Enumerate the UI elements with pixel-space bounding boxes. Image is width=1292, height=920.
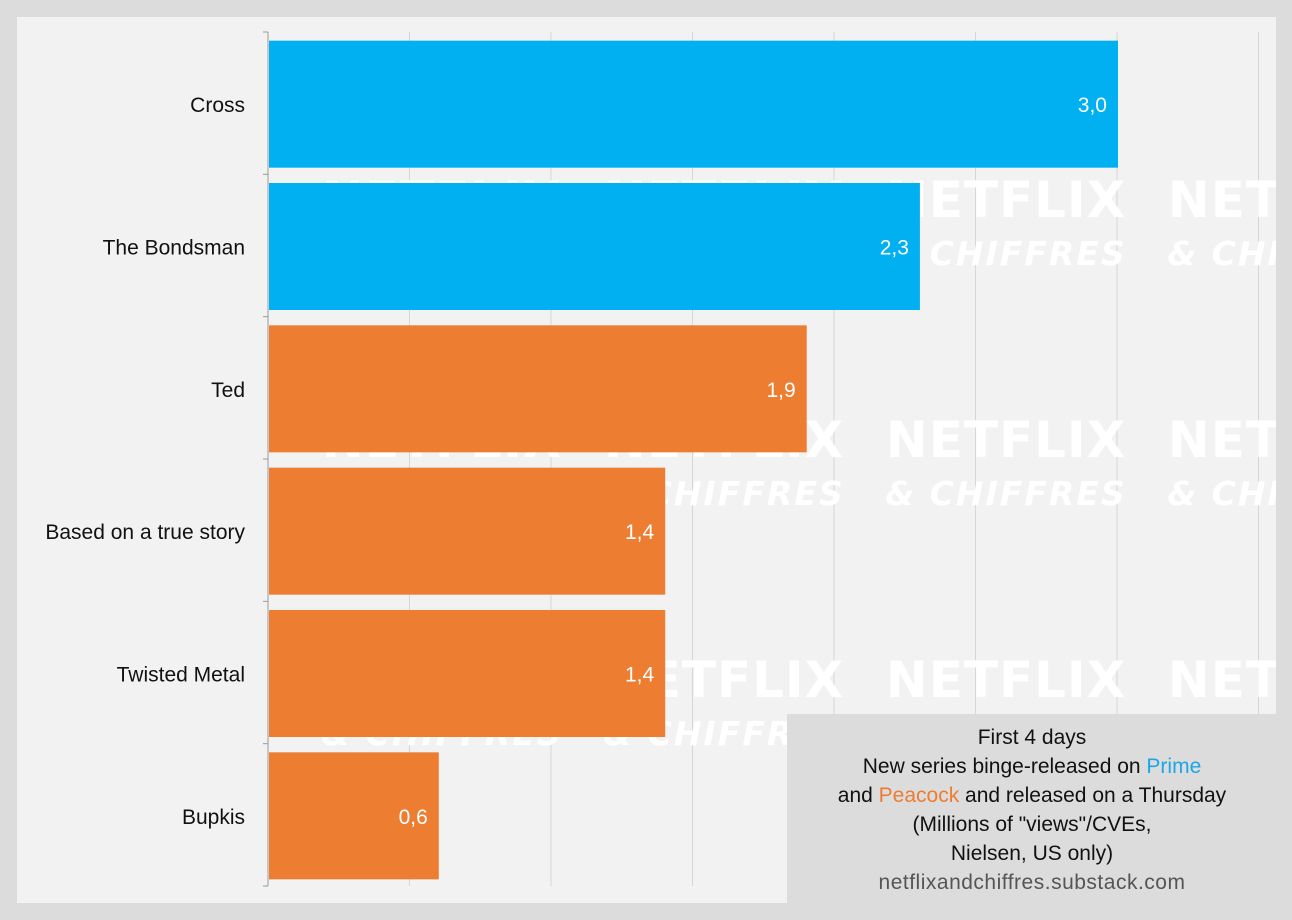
data-label: 2,3 [880, 237, 909, 260]
bar [269, 40, 1118, 168]
chart-note: First 4 days New series binge-released o… [787, 714, 1277, 904]
note-text: and [837, 784, 879, 807]
bar [269, 325, 807, 453]
data-label: 1,4 [625, 521, 655, 544]
category-label: Cross [190, 94, 245, 117]
note-text: New series binge-released on [862, 755, 1147, 778]
category-label: Ted [211, 379, 245, 402]
watermark-title: NETFLIX [1168, 411, 1276, 469]
note-source-info: Nielsen, US only) [950, 842, 1114, 865]
legend-prime: Prime [1146, 755, 1202, 778]
note-period: First 4 days [977, 726, 1087, 749]
watermark-title: NETFLIX [886, 171, 1126, 229]
data-label: 1,4 [625, 664, 655, 687]
watermark-subtitle: & CHIFFRES [885, 234, 1126, 273]
note-line-peacock: and Peacock and released on a Thursday [787, 781, 1277, 810]
watermark-title: NETFLIX [1168, 651, 1276, 709]
category-label: Based on a true story [45, 521, 245, 544]
watermark-subtitle: & CHIFFRES [1167, 234, 1276, 273]
data-label: 0,6 [399, 806, 428, 829]
bar [269, 183, 920, 310]
watermark-subtitle: & CHIFFRES [1167, 474, 1276, 513]
legend-peacock: Peacock [878, 784, 960, 807]
note-line-prime: New series binge-released on Prime [787, 752, 1277, 781]
bar [269, 752, 439, 880]
data-label: 1,9 [766, 379, 795, 402]
bar [269, 467, 666, 595]
data-label: 3,0 [1078, 94, 1107, 117]
watermark-title: NETFLIX [886, 651, 1126, 709]
category-label: Twisted Metal [117, 664, 245, 687]
category-label: The Bondsman [103, 237, 245, 260]
bar [269, 610, 666, 737]
watermark-subtitle: & CHIFFRES [885, 474, 1126, 513]
category-label: Bupkis [182, 806, 245, 829]
note-units: (Millions of "views"/CVEs, [912, 813, 1152, 836]
note-text: and released on a Thursday [959, 784, 1227, 807]
source-url: netflixandchiffres.substack.com [878, 871, 1186, 894]
watermark-title: NETFLIX [886, 411, 1126, 469]
watermark-title: NETFLIX [1168, 171, 1276, 229]
